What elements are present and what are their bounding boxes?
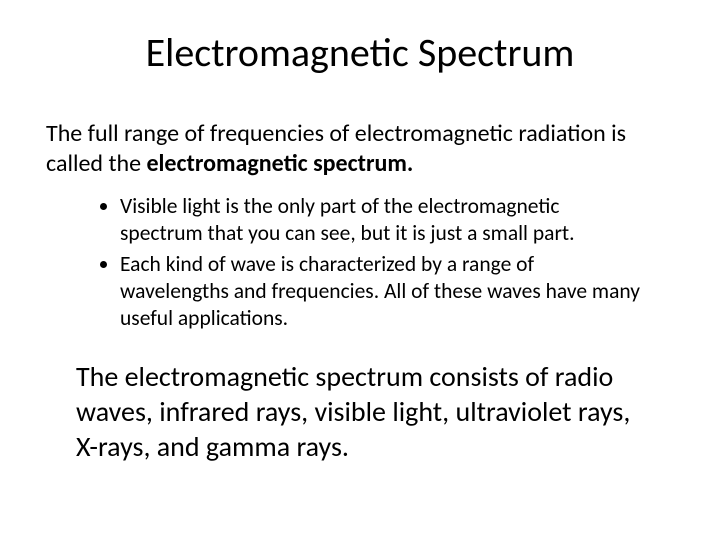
list-item: Each kind of wave is characterized by a … (120, 251, 644, 332)
slide: Electromagnetic Spectrum The full range … (0, 0, 720, 540)
list-item: Visible light is the only part of the el… (120, 193, 644, 247)
bullet-list: Visible light is the only part of the el… (46, 193, 674, 331)
slide-title: Electromagnetic Spectrum (46, 28, 674, 77)
intro-bold-term: electromagnetic spectrum. (146, 149, 413, 178)
intro-paragraph: The full range of frequencies of electro… (46, 119, 674, 179)
closing-paragraph: The electromagnetic spectrum consists of… (46, 359, 674, 464)
